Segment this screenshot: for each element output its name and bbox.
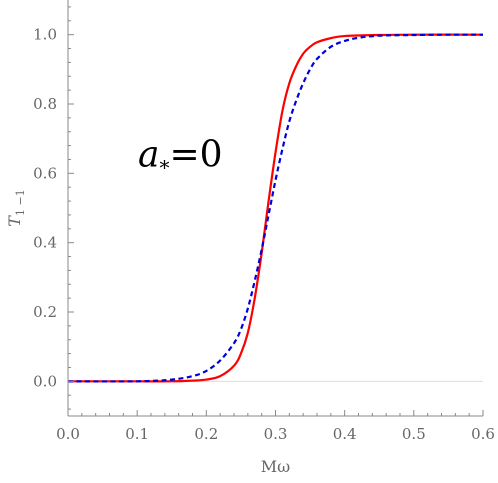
- x-tick-label: 0.2: [194, 425, 218, 443]
- x-tick-label: 0.6: [471, 425, 495, 443]
- annotation-subscript: *: [159, 155, 169, 179]
- series-line-solid: [67, 33, 484, 383]
- x-tick-label: 0.5: [402, 425, 426, 443]
- x-tick-label: 0.4: [333, 425, 357, 443]
- y-axis-label-main: T: [5, 215, 24, 227]
- x-tick-label: 0.0: [56, 425, 80, 443]
- y-tick-label: 0.8: [33, 95, 57, 113]
- y-tick-label: 1.0: [33, 26, 57, 44]
- y-tick-label: 0.4: [33, 234, 57, 252]
- y-tick-label: 0.0: [33, 372, 57, 390]
- y-axis-label: T1 −1: [5, 189, 27, 226]
- y-axis-label-sub: 1 −1: [14, 189, 27, 216]
- annotation-spin: a*=0: [138, 134, 223, 179]
- x-tick-label: 0.1: [125, 425, 149, 443]
- annotation-main: a: [138, 134, 159, 175]
- y-tick-label: 0.2: [33, 303, 57, 321]
- annotation-rest: =0: [169, 134, 222, 175]
- series-line-dashed: [67, 33, 484, 383]
- x-tick-label: 0.3: [264, 425, 288, 443]
- x-axis-label: Mω: [261, 457, 290, 476]
- y-tick-label: 0.6: [33, 164, 57, 182]
